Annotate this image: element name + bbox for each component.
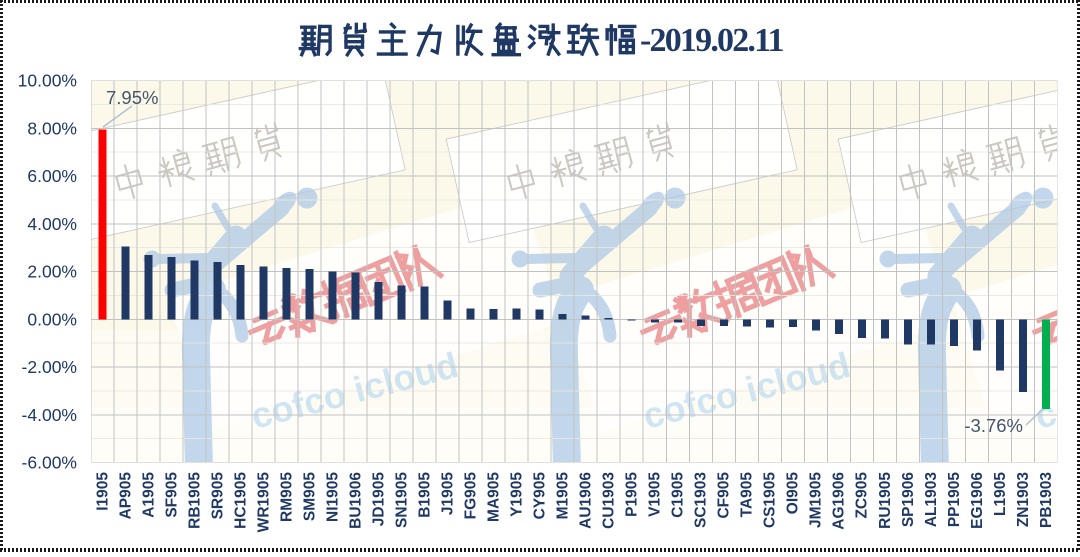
svg-text:-2.00%: -2.00% <box>22 357 77 377</box>
svg-text:10.00%: 10.00% <box>18 71 77 91</box>
svg-text:AU1906: AU1906 <box>578 472 595 529</box>
svg-text:B1905: B1905 <box>417 472 434 518</box>
svg-text:MA905: MA905 <box>486 472 503 522</box>
svg-text:0.00%: 0.00% <box>27 309 77 329</box>
svg-text:SC1903: SC1903 <box>693 472 710 528</box>
svg-text:-4.00%: -4.00% <box>22 405 77 425</box>
svg-text:PP1905: PP1905 <box>946 472 963 528</box>
svg-text:Y1905: Y1905 <box>509 472 526 517</box>
svg-text:CY905: CY905 <box>532 472 549 520</box>
svg-text:2.00%: 2.00% <box>27 262 77 282</box>
svg-text:I1905: I1905 <box>94 472 111 511</box>
svg-text:6.00%: 6.00% <box>27 166 77 186</box>
svg-text:HC1905: HC1905 <box>232 472 249 529</box>
svg-text:4.00%: 4.00% <box>27 214 77 234</box>
svg-text:RU1905: RU1905 <box>877 472 894 529</box>
svg-text:CU1903: CU1903 <box>601 472 618 529</box>
svg-text:ZC905: ZC905 <box>854 472 871 519</box>
svg-text:JD1905: JD1905 <box>371 472 388 527</box>
svg-text:AP905: AP905 <box>117 472 134 520</box>
svg-text:M1905: M1905 <box>555 472 572 520</box>
svg-text:-6.00%: -6.00% <box>22 453 77 473</box>
svg-text:SP1906: SP1906 <box>900 472 917 528</box>
svg-text:L1905: L1905 <box>992 472 1009 516</box>
svg-text:BU1906: BU1906 <box>348 472 365 529</box>
svg-text:SR905: SR905 <box>209 472 226 520</box>
svg-text:P1905: P1905 <box>624 472 641 517</box>
svg-text:CS1905: CS1905 <box>762 472 779 528</box>
svg-text:OI905: OI905 <box>785 472 802 515</box>
svg-text:JM1905: JM1905 <box>808 472 825 528</box>
svg-text:AG1906: AG1906 <box>831 472 848 530</box>
svg-text:7.95%: 7.95% <box>106 87 158 108</box>
svg-text:8.00%: 8.00% <box>27 118 77 138</box>
svg-text:NI1905: NI1905 <box>325 472 342 522</box>
svg-text:FG905: FG905 <box>463 472 480 520</box>
svg-text:SF905: SF905 <box>163 472 180 518</box>
svg-text:PB1903: PB1903 <box>1038 472 1055 528</box>
svg-text:-3.76%: -3.76% <box>964 415 1023 436</box>
svg-text:RM905: RM905 <box>278 472 295 522</box>
svg-text:WR1905: WR1905 <box>255 472 272 533</box>
svg-text:V1905: V1905 <box>647 472 664 517</box>
svg-text:TA905: TA905 <box>739 472 756 518</box>
svg-text:-2019.02.11: -2019.02.11 <box>640 22 783 59</box>
svg-text:EG1906: EG1906 <box>969 472 986 529</box>
svg-text:C1905: C1905 <box>670 472 687 518</box>
svg-text:SM905: SM905 <box>302 472 319 521</box>
svg-text:A1905: A1905 <box>140 472 157 518</box>
svg-text:RB1905: RB1905 <box>186 472 203 529</box>
svg-text:ZN1903: ZN1903 <box>1015 472 1032 528</box>
svg-text:AL1903: AL1903 <box>923 472 940 528</box>
svg-text:CF905: CF905 <box>716 472 733 519</box>
svg-text:J1905: J1905 <box>440 472 457 515</box>
svg-text:SN1905: SN1905 <box>394 472 411 528</box>
